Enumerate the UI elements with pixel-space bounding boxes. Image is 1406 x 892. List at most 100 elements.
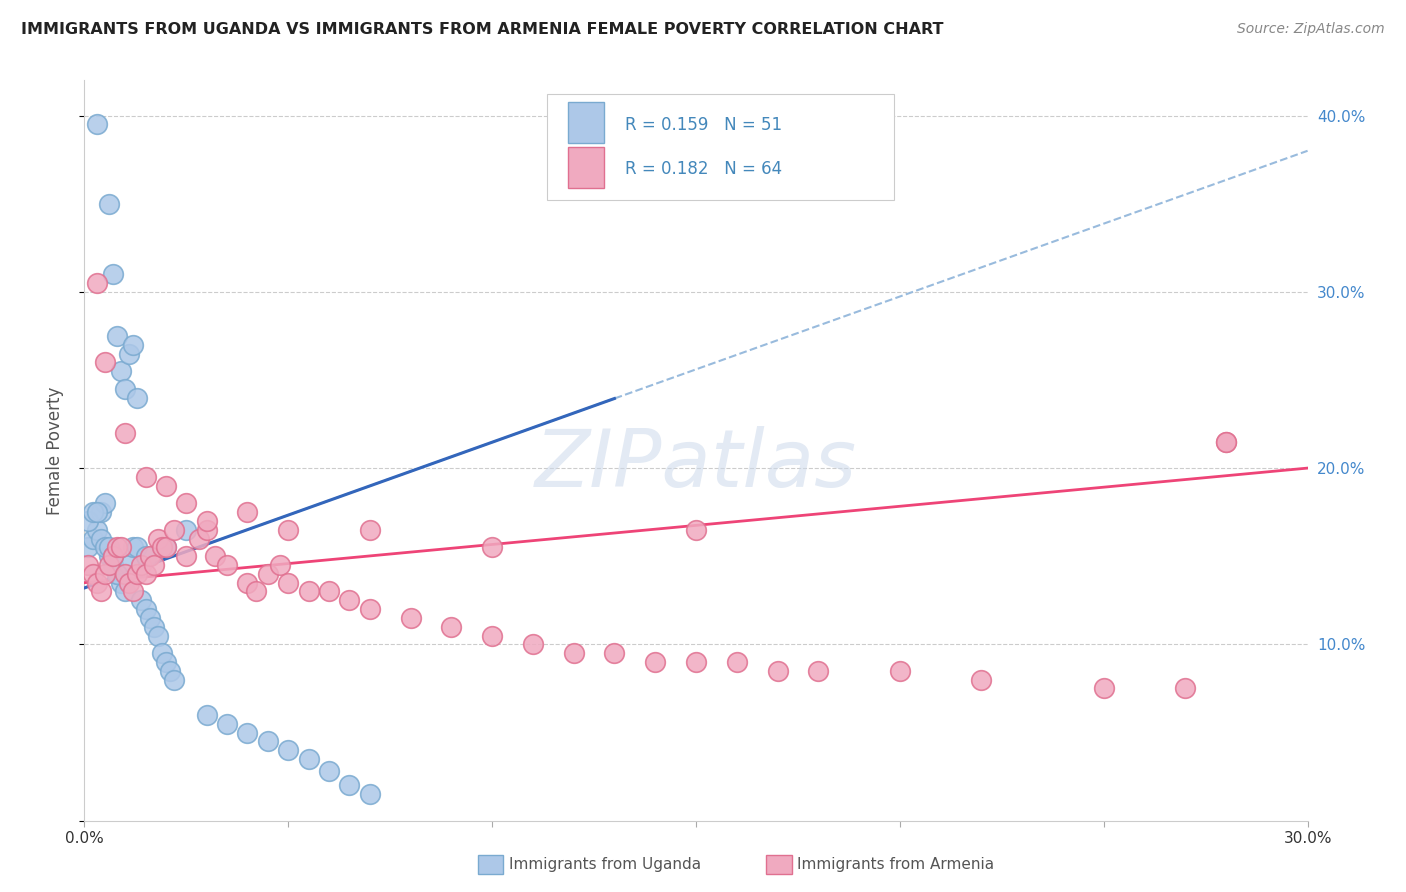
Point — [163, 673, 186, 687]
Point — [1215, 434, 1237, 449]
Point — [138, 611, 160, 625]
Point — [339, 778, 361, 792]
Point — [142, 558, 165, 572]
Point — [1215, 434, 1237, 449]
Point — [174, 549, 197, 564]
Point — [318, 764, 340, 779]
Point — [86, 505, 108, 519]
Point — [101, 558, 124, 572]
Point — [127, 541, 149, 555]
Point — [195, 523, 218, 537]
Point — [86, 575, 108, 590]
Point — [82, 532, 104, 546]
Point — [481, 541, 503, 555]
Point — [101, 549, 124, 564]
Point — [277, 575, 299, 590]
Point — [277, 743, 299, 757]
Point — [217, 558, 239, 572]
Point — [217, 716, 239, 731]
Point — [127, 391, 149, 405]
Point — [195, 514, 218, 528]
Point — [970, 673, 993, 687]
Point — [110, 575, 132, 590]
Point — [685, 655, 707, 669]
Point — [114, 425, 136, 440]
Point — [142, 620, 165, 634]
Point — [359, 602, 381, 616]
Point — [236, 505, 259, 519]
Point — [82, 505, 104, 519]
Point — [97, 549, 120, 564]
Point — [118, 575, 141, 590]
Point — [146, 628, 169, 642]
Point — [131, 558, 153, 572]
Point — [174, 496, 197, 510]
Point — [187, 532, 209, 546]
Point — [644, 655, 666, 669]
Point — [93, 496, 115, 510]
Point — [122, 584, 145, 599]
Point — [685, 523, 707, 537]
Point — [1174, 681, 1197, 696]
Point — [93, 355, 115, 369]
Point — [257, 566, 280, 581]
Point — [155, 541, 177, 555]
Point — [339, 593, 361, 607]
Point — [97, 196, 120, 211]
Point — [135, 549, 157, 564]
Point — [86, 523, 108, 537]
Point — [135, 602, 157, 616]
Point — [77, 541, 100, 555]
Point — [481, 628, 503, 642]
Point — [86, 276, 108, 290]
Point — [359, 523, 381, 537]
Text: ZIPatlas: ZIPatlas — [534, 426, 858, 504]
Point — [277, 523, 299, 537]
Point — [807, 664, 830, 678]
Point — [82, 566, 104, 581]
Point — [359, 787, 381, 801]
Point — [105, 566, 128, 581]
Point — [118, 346, 141, 360]
Point — [97, 541, 120, 555]
Text: Immigrants from Armenia: Immigrants from Armenia — [797, 857, 994, 871]
Point — [725, 655, 748, 669]
Point — [298, 752, 321, 766]
Point — [105, 566, 128, 581]
Point — [889, 664, 911, 678]
Point — [269, 558, 291, 572]
Point — [174, 523, 197, 537]
Point — [77, 514, 100, 528]
Point — [440, 620, 463, 634]
Point — [90, 584, 112, 599]
Point — [522, 637, 544, 651]
Text: R = 0.182   N = 64: R = 0.182 N = 64 — [626, 161, 782, 178]
Point — [101, 549, 124, 564]
Point — [155, 655, 177, 669]
Point — [399, 611, 422, 625]
Text: Immigrants from Uganda: Immigrants from Uganda — [509, 857, 702, 871]
Point — [127, 566, 149, 581]
Point — [236, 725, 259, 739]
FancyBboxPatch shape — [547, 94, 894, 200]
Point — [245, 584, 267, 599]
Text: IMMIGRANTS FROM UGANDA VS IMMIGRANTS FROM ARMENIA FEMALE POVERTY CORRELATION CHA: IMMIGRANTS FROM UGANDA VS IMMIGRANTS FRO… — [21, 22, 943, 37]
Y-axis label: Female Poverty: Female Poverty — [45, 386, 63, 515]
Point — [204, 549, 226, 564]
Point — [138, 549, 160, 564]
Point — [135, 566, 157, 581]
Point — [131, 593, 153, 607]
Point — [163, 523, 186, 537]
Point — [122, 541, 145, 555]
Point — [114, 584, 136, 599]
Point — [105, 329, 128, 343]
Point — [298, 584, 321, 599]
Point — [105, 541, 128, 555]
Point — [77, 558, 100, 572]
Point — [118, 558, 141, 572]
Point — [110, 541, 132, 555]
Point — [146, 532, 169, 546]
Point — [1092, 681, 1115, 696]
Point — [122, 337, 145, 351]
Point — [257, 734, 280, 748]
